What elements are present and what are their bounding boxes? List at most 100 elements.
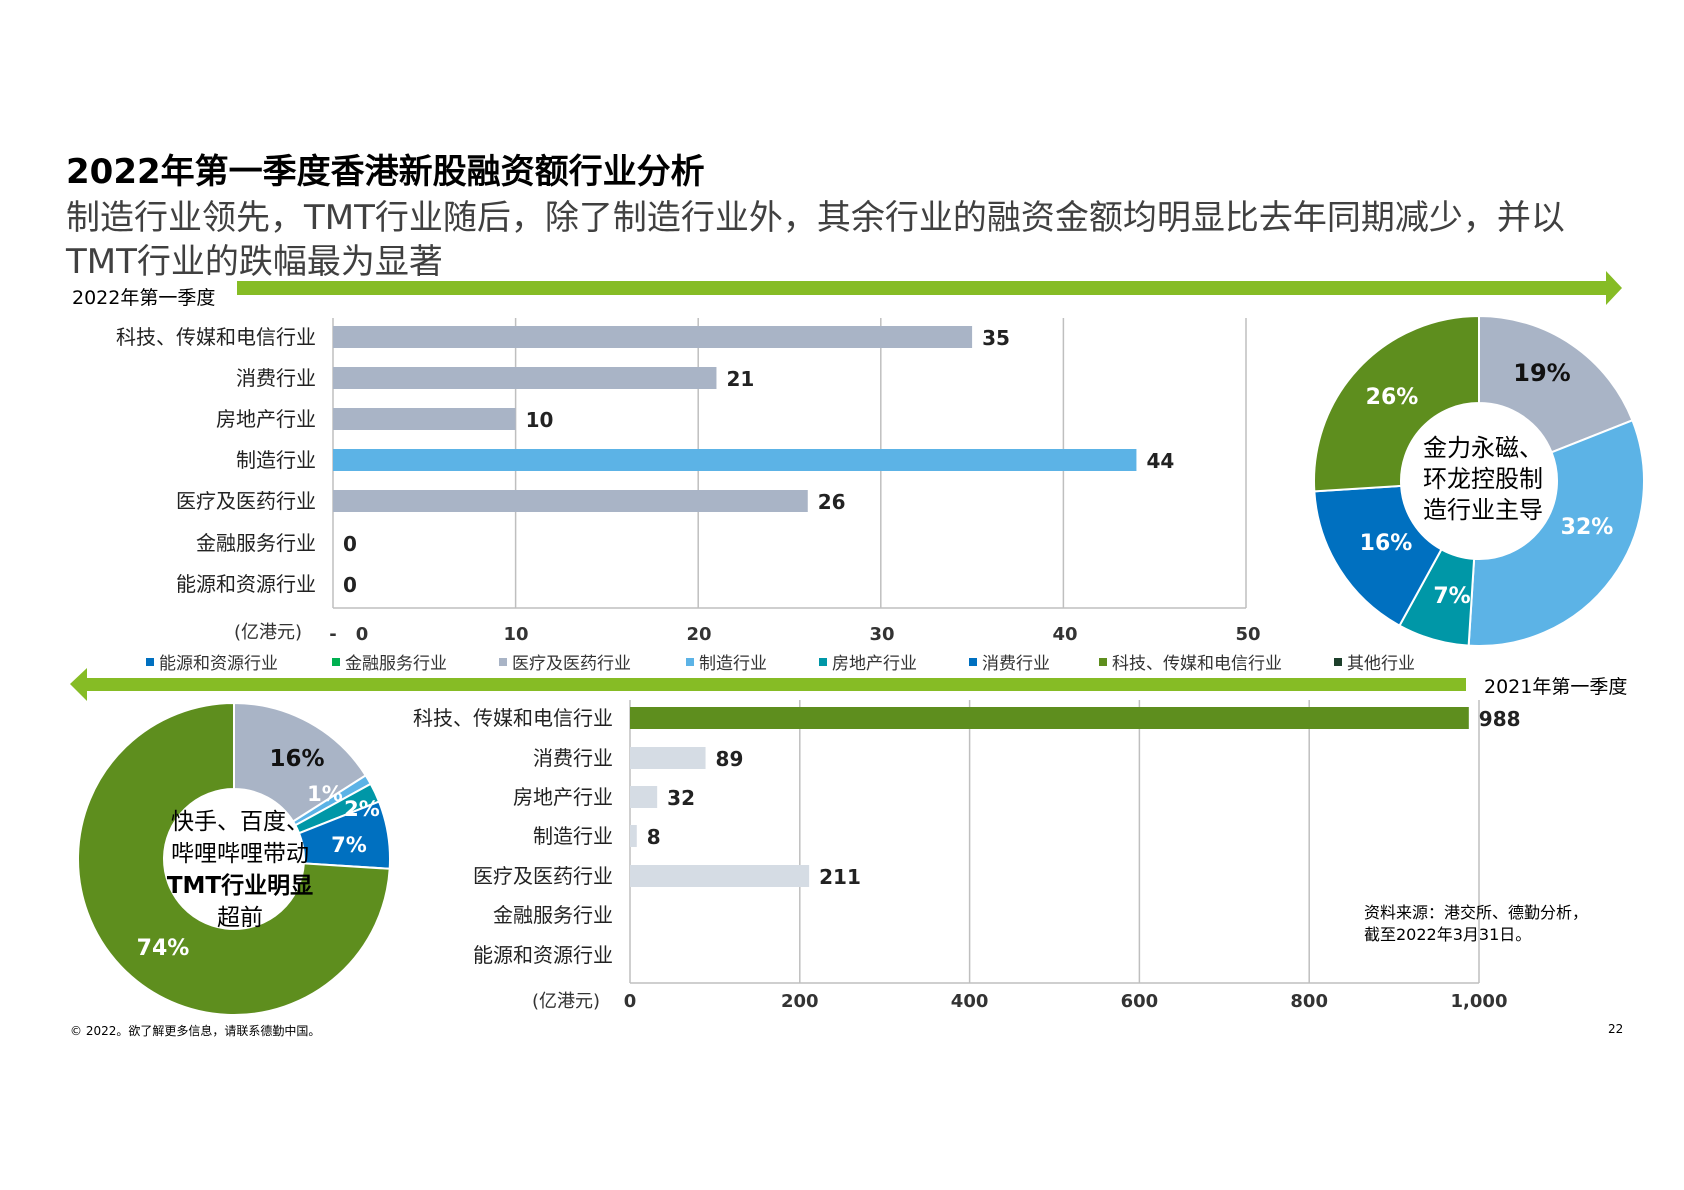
slice-label: 19% xyxy=(1513,359,1570,387)
period-label-2022: 2022年第一季度 xyxy=(72,287,216,309)
category-label: 房地产行业 xyxy=(216,407,316,431)
bar xyxy=(630,825,637,847)
bar-chart-2022: 科技、传媒和电信行业 35 消费行业 21 房地产行业 10 制造行业 44 医疗及医药行业 26… xyxy=(116,318,1261,645)
legend-item: 房地产行业 xyxy=(819,649,917,674)
data-label: 0 xyxy=(343,573,357,597)
donut-center-2021: 快手、百度、 哔哩哔哩带动 TMT行业明显 超前 xyxy=(155,806,325,934)
tick-label: 400 xyxy=(951,991,989,1012)
category-label: 制造行业 xyxy=(236,448,316,472)
slice-label: 2% xyxy=(344,797,380,821)
legend-item: 其他行业 xyxy=(1334,649,1415,674)
subtitle-line-2: TMT行业的跌幅最为显著 xyxy=(66,242,443,282)
legend-label: 消费行业 xyxy=(982,654,1050,674)
category-label: 金融服务行业 xyxy=(196,531,316,555)
legend-label: 制造行业 xyxy=(699,654,767,674)
bar xyxy=(630,865,810,887)
arrow-left-2021 xyxy=(70,668,1466,701)
slice-label: 16% xyxy=(1360,531,1413,556)
tick-label: - xyxy=(329,624,336,645)
legend-item: 消费行业 xyxy=(969,649,1050,674)
data-label: 26 xyxy=(818,490,846,514)
legend-swatch xyxy=(1099,658,1107,666)
donut-center-line: 快手、百度、 xyxy=(171,809,309,835)
bar xyxy=(333,490,808,512)
legend-label: 金融服务行业 xyxy=(345,654,447,674)
bar xyxy=(630,786,658,808)
bar xyxy=(333,449,1137,471)
slice-label: 32% xyxy=(1561,515,1614,540)
data-label: 10 xyxy=(526,408,554,432)
tick-label: 1,000 xyxy=(1451,991,1508,1012)
legend-swatch xyxy=(686,658,694,666)
donut-center-2022: 金力永磁、 环龙控股制 造行业主导 xyxy=(1408,433,1558,526)
legend-swatch xyxy=(819,658,827,666)
data-label: 211 xyxy=(819,865,861,889)
legend-label: 其他行业 xyxy=(1347,654,1415,674)
category-label: 能源和资源行业 xyxy=(176,572,316,596)
bar xyxy=(333,408,516,430)
legend-item: 科技、传媒和电信行业 xyxy=(1099,649,1282,674)
category-label: 能源和资源行业 xyxy=(473,943,613,967)
pie-slice xyxy=(1478,314,1634,454)
legend-label: 房地产行业 xyxy=(832,654,917,674)
bar xyxy=(333,326,973,348)
axis-unit-label: (亿港元) xyxy=(234,622,302,643)
slice-label: 1% xyxy=(307,782,343,806)
donut-center-line: 超前 xyxy=(217,905,263,931)
tick-label: 20 xyxy=(686,624,711,645)
subtitle-line-1: 制造行业领先，TMT行业随后，除了制造行业外，其余行业的融资金额均明显比去年同期… xyxy=(66,198,1565,238)
category-label: 科技、传媒和电信行业 xyxy=(116,325,316,349)
tick-label: 10 xyxy=(503,624,528,645)
category-label: 消费行业 xyxy=(236,366,316,390)
legend-label: 医疗及医药行业 xyxy=(512,654,631,674)
data-label: 8 xyxy=(647,825,661,849)
page-number: 22 xyxy=(1608,1022,1624,1036)
tick-label: 0 xyxy=(356,624,369,645)
legend-item: 制造行业 xyxy=(686,649,767,674)
category-label: 消费行业 xyxy=(533,746,613,770)
category-label: 房地产行业 xyxy=(513,785,613,809)
data-label: 32 xyxy=(667,786,695,810)
donut-chart-2021: 16% 1%2% 7% 74% xyxy=(77,701,391,1016)
donut-center-line: 环龙控股制 xyxy=(1423,465,1543,493)
legend-swatch xyxy=(146,658,154,666)
period-label-2021: 2021年第一季度 xyxy=(1484,676,1628,698)
category-label: 医疗及医药行业 xyxy=(176,489,316,513)
category-label: 金融服务行业 xyxy=(493,903,613,927)
slice-label: 7% xyxy=(331,833,367,857)
legend-item: 金融服务行业 xyxy=(332,649,447,674)
data-label: 0 xyxy=(343,532,357,556)
bar-chart-2021: 科技、传媒和电信行业 988 消费行业 89 房地产行业 32 制造行业 8 医疗及医药行业 21… xyxy=(413,700,1521,1012)
pie-slice xyxy=(1313,314,1480,493)
page-subtitle: 制造行业领先，TMT行业随后，除了制造行业外，其余行业的融资金额均明显比去年同期… xyxy=(66,196,1626,284)
legend-swatch xyxy=(499,658,507,666)
donut-center-line: 哔哩哔哩带动 xyxy=(171,841,309,867)
tick-label: 0 xyxy=(624,991,637,1012)
legend-swatch xyxy=(332,658,340,666)
data-label: 21 xyxy=(726,367,754,391)
donut-center-line: 造行业主导 xyxy=(1423,496,1543,524)
category-label: 科技、传媒和电信行业 xyxy=(413,706,613,730)
bar xyxy=(333,367,717,389)
legend-item: 医疗及医药行业 xyxy=(499,649,631,674)
tick-label: 800 xyxy=(1290,991,1328,1012)
tick-label: 200 xyxy=(781,991,819,1012)
source-note: 资料来源：港交所、德勤分析， 截至2022年3月31日。 xyxy=(1364,902,1588,946)
donut-center-line: 金力永磁、 xyxy=(1423,434,1543,462)
source-line-1: 资料来源：港交所、德勤分析， xyxy=(1364,903,1589,922)
slice-label: 7% xyxy=(1433,584,1470,609)
legend-label: 能源和资源行业 xyxy=(159,654,278,674)
legend-item: 能源和资源行业 xyxy=(146,649,278,674)
slice-label: 16% xyxy=(269,746,324,772)
donut-chart-2022: 19% 32% 7% 16% 26% xyxy=(1313,314,1645,647)
category-label: 医疗及医药行业 xyxy=(473,864,613,888)
data-label: 44 xyxy=(1146,449,1174,473)
tick-label: 40 xyxy=(1052,624,1077,645)
data-label: 89 xyxy=(716,747,744,771)
tick-label: 30 xyxy=(869,624,894,645)
legend-swatch xyxy=(1334,658,1342,666)
copyright-footer: © 2022。欲了解更多信息，请联系德勤中国。 xyxy=(70,1024,321,1038)
arrow-right-2022 xyxy=(237,271,1622,305)
slice-label: 74% xyxy=(137,936,190,961)
